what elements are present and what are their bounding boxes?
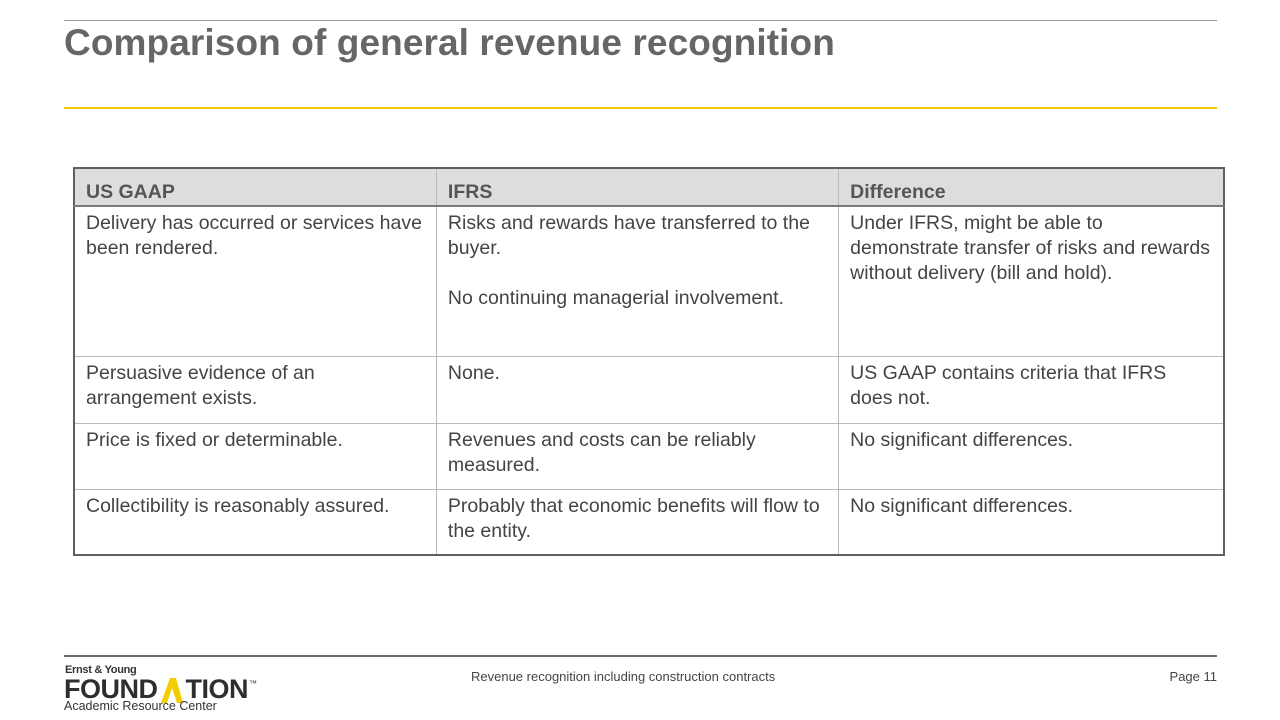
logo-top-line: Ernst & Young — [65, 664, 137, 676]
cell-ifrs: Probably that economic benefits will flo… — [435, 488, 840, 556]
cell-us-gaap: Collectibility is reasonably assured. — [73, 488, 437, 556]
ey-beam-icon — [160, 678, 183, 703]
slide-title: Comparison of general revenue recognitio… — [64, 22, 835, 63]
footer-divider — [64, 655, 1217, 657]
logo-subtitle: Academic Resource Center — [64, 699, 217, 713]
table-header-row: US GAAP IFRS Difference — [73, 167, 1225, 207]
comparison-table: US GAAP IFRS Difference Delivery has occ… — [73, 167, 1225, 556]
cell-us-gaap: Price is fixed or determinable. — [73, 422, 437, 490]
table-row: Persuasive evidence of an arrangement ex… — [73, 355, 1225, 424]
logo-word-right: TION — [185, 674, 249, 704]
cell-ifrs: Revenues and costs can be reliably measu… — [435, 422, 840, 490]
logo-word-left: FOUND — [64, 674, 158, 704]
cell-difference: No significant differences. — [838, 488, 1225, 556]
page-number: Page 11 — [1169, 669, 1217, 684]
cell-us-gaap: Persuasive evidence of an arrangement ex… — [73, 355, 437, 424]
cell-difference: No significant differences. — [838, 422, 1225, 490]
table-row: Price is fixed or determinable. Revenues… — [73, 422, 1225, 490]
cell-ifrs-line: Revenues and costs can be reliably measu… — [447, 428, 756, 476]
table-row: Delivery has occurred or services have b… — [73, 205, 1225, 357]
header-us-gaap: US GAAP — [73, 167, 437, 207]
cell-ifrs-line: Probably that economic benefits will flo… — [447, 494, 820, 542]
ey-foundation-logo: Ernst & Young FOUND TION ™ Academic Reso… — [64, 664, 257, 716]
title-accent-divider — [64, 107, 1217, 109]
cell-difference: US GAAP contains criteria that IFRS does… — [838, 355, 1225, 424]
cell-ifrs: None. — [435, 355, 840, 424]
cell-ifrs-line: Risks and rewards have transferred to th… — [447, 212, 810, 259]
header-ifrs: IFRS — [435, 167, 840, 207]
footer-title: Revenue recognition including constructi… — [471, 669, 776, 684]
logo-wordmark: FOUND TION ™ — [64, 675, 257, 703]
table-row: Collectibility is reasonably assured. Pr… — [73, 488, 1225, 556]
cell-ifrs-line: None. — [447, 361, 500, 384]
cell-ifrs: Risks and rewards have transferred to th… — [435, 205, 840, 357]
cell-us-gaap: Delivery has occurred or services have b… — [73, 205, 437, 357]
cell-difference: Under IFRS, might be able to demonstrate… — [838, 205, 1225, 357]
top-divider — [64, 20, 1217, 21]
logo-trademark: ™ — [249, 679, 257, 688]
cell-ifrs-line: No continuing managerial involvement. — [447, 287, 784, 309]
header-difference: Difference — [838, 167, 1225, 207]
